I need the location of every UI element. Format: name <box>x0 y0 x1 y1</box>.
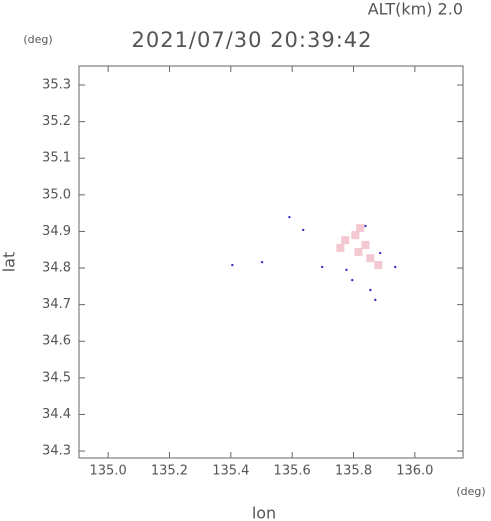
y-tick-label: 34.7 <box>42 297 71 312</box>
point <box>374 261 383 270</box>
x-tick-label: 135.2 <box>151 464 188 479</box>
point <box>356 224 365 233</box>
point <box>351 231 360 240</box>
point <box>321 265 324 269</box>
point <box>354 247 363 256</box>
y-unit: (deg) <box>23 33 52 46</box>
point <box>369 288 372 292</box>
y-tick-label: 35.1 <box>42 151 71 166</box>
point <box>361 240 370 249</box>
plot-frame <box>78 65 464 459</box>
y-tick-label: 35.2 <box>42 114 71 129</box>
point <box>288 215 291 219</box>
point <box>366 254 375 263</box>
x-unit: (deg) <box>456 485 485 498</box>
point <box>302 228 305 232</box>
x-tick-label: 135.6 <box>274 464 311 479</box>
point <box>394 265 397 269</box>
y-tick-label: 34.5 <box>42 370 71 385</box>
point <box>341 236 350 245</box>
point <box>231 263 234 267</box>
point <box>364 224 367 228</box>
x-axis-label: lon <box>252 504 276 521</box>
y-tick-label: 35.0 <box>42 187 71 202</box>
x-tick-label: 135.0 <box>90 464 127 479</box>
chart-subtitle: ALT(km) 2.0 <box>368 0 463 19</box>
y-tick-label: 34.8 <box>42 261 71 276</box>
point <box>374 298 377 302</box>
x-tick-label: 135.4 <box>212 464 249 479</box>
y-tick-label: 34.6 <box>42 334 71 349</box>
point <box>345 268 348 272</box>
y-tick-label: 34.4 <box>42 407 71 422</box>
point <box>351 278 354 282</box>
point <box>260 260 264 264</box>
y-tick-label: 35.3 <box>42 78 71 93</box>
y-tick-label: 34.9 <box>42 224 71 239</box>
y-tick-label: 34.3 <box>42 444 71 459</box>
point <box>378 251 382 255</box>
point <box>336 243 345 252</box>
y-axis-label: lat <box>0 252 19 273</box>
chart-title: 2021/07/30 20:39:42 <box>131 28 372 52</box>
x-tick-label: 135.8 <box>335 464 372 479</box>
x-tick-label: 136.0 <box>396 464 433 479</box>
